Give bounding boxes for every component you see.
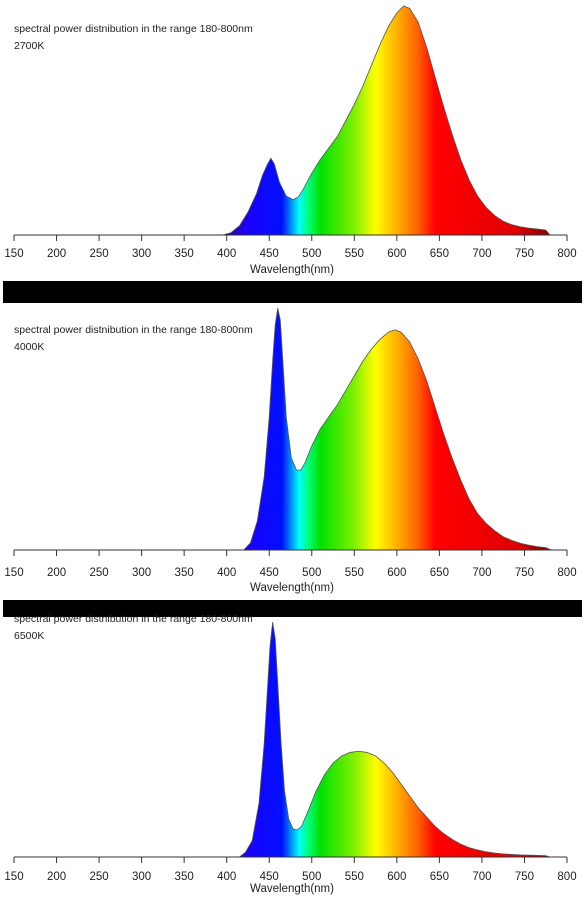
x-tick-label: 300 <box>132 871 151 883</box>
x-tick-label: 800 <box>557 567 576 579</box>
x-tick-label: 700 <box>472 567 491 579</box>
spectrum-area-6500K <box>238 621 551 858</box>
x-tick-label: 500 <box>302 567 321 579</box>
chart-caption: spectral power distnibution in the range… <box>14 23 253 35</box>
x-tick-label: 450 <box>260 871 279 883</box>
x-tick-label: 650 <box>430 248 449 260</box>
x-tick-label: 200 <box>47 567 66 579</box>
x-tick-label: 400 <box>217 871 236 883</box>
x-tick-label: 500 <box>302 248 321 260</box>
x-tick-label: 150 <box>4 567 23 579</box>
color-temperature-label: 2700K <box>14 40 44 52</box>
color-temperature-label: 4000K <box>14 341 44 353</box>
x-tick-label: 600 <box>387 567 406 579</box>
x-tick-label: 300 <box>132 567 151 579</box>
color-temperature-label: 6500K <box>14 630 44 642</box>
x-tick-label: 750 <box>515 567 534 579</box>
panel-separator-bar <box>3 600 582 617</box>
spectrum-panel-4000K: 150 200 250 300 350 400 450 500 550 600 650 700 750 8… <box>4 307 577 594</box>
x-tick-label: 650 <box>430 871 449 883</box>
x-tick-label: 250 <box>89 567 108 579</box>
x-tick-label: 750 <box>515 871 534 883</box>
x-tick-label: 150 <box>4 248 23 260</box>
x-tick-label: 350 <box>175 248 194 260</box>
x-tick-label: 200 <box>47 871 66 883</box>
spectrum-panel-6500K: 150 200 250 300 350 400 450 500 550 600 650 700 750 8… <box>4 613 576 895</box>
x-tick-label: 550 <box>345 871 364 883</box>
x-tick-label: 450 <box>260 248 279 260</box>
x-axis-title: Wavelength(nm) <box>250 582 334 594</box>
x-tick-label: 700 <box>472 248 491 260</box>
x-tick-label: 650 <box>430 567 449 579</box>
x-tick-label: 400 <box>217 248 236 260</box>
x-tick-label: 400 <box>217 567 236 579</box>
x-tick-label: 200 <box>47 248 66 260</box>
x-tick-label: 550 <box>345 567 364 579</box>
x-axis-title: Wavelength(nm) <box>250 264 334 276</box>
spectrum-panel-2700K: 150 200 250 300 350 400 450 500 550 600 650 700 750 8… <box>4 5 577 276</box>
spectrum-area-2700K <box>222 5 551 236</box>
chart-caption: spectral power distnibution in the range… <box>14 613 253 625</box>
x-tick-label: 150 <box>4 871 23 883</box>
x-axis-title: Wavelength(nm) <box>250 883 334 895</box>
x-tick-label: 750 <box>515 248 534 260</box>
panel-separator-bar <box>3 281 582 303</box>
x-tick-label: 300 <box>132 248 151 260</box>
chart-caption: spectral power distnibution in the range… <box>14 324 253 336</box>
x-tick-label: 450 <box>260 567 279 579</box>
x-tick-label: 600 <box>387 248 406 260</box>
x-tick-label: 350 <box>175 871 194 883</box>
x-tick-label: 550 <box>345 248 364 260</box>
x-tick-label: 250 <box>89 871 108 883</box>
x-tick-label: 500 <box>302 871 321 883</box>
x-tick-label: 350 <box>175 567 194 579</box>
x-tick-label: 800 <box>557 871 576 883</box>
x-tick-label: 700 <box>472 871 491 883</box>
x-tick-label: 800 <box>557 248 576 260</box>
spectrum-area-4000K <box>242 307 552 551</box>
x-tick-label: 250 <box>89 248 108 260</box>
x-tick-label: 600 <box>387 871 406 883</box>
